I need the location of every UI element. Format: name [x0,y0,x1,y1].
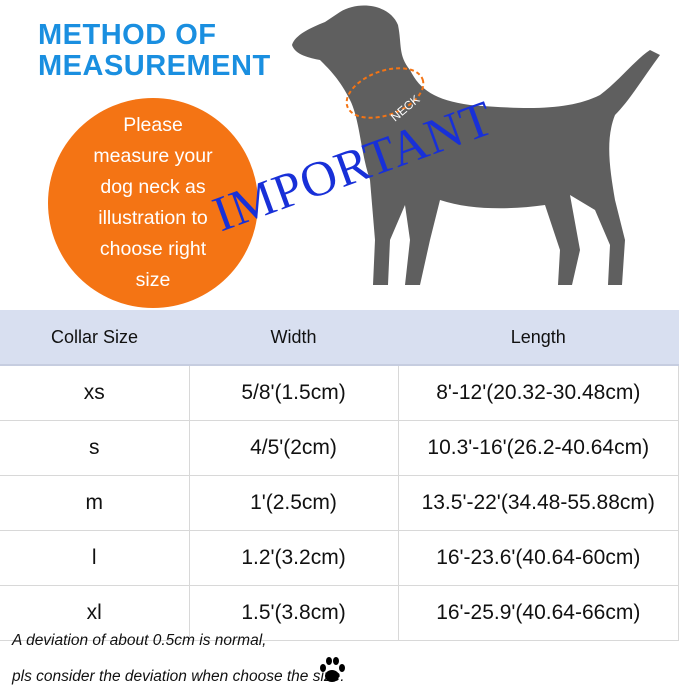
instruction-line: measure your [93,145,213,167]
size-table: Collar Size Width Length xs 5/8'(1.5cm) 8'… [0,310,679,641]
size-cell: l [0,530,190,586]
table-row: l 1.2'(3.2cm) 16'-23.6'(40.64-60cm) [0,530,679,586]
instruction-line: dog neck as [100,176,206,198]
neck-measure-loop [345,67,425,119]
width-cell: 4/5'(2cm) [188,420,399,476]
title-line2: MEASUREMENT [38,50,271,82]
instruction-line: choose right [99,238,207,260]
size-cell: m [0,475,190,531]
note-line1: A deviation of about 0.5cm is normal, [12,632,267,649]
header-length: Length [398,310,679,366]
dog-illustration: NECK [292,5,660,285]
width-cell: 1.5'(3.8cm) [188,585,399,641]
length-cell: 8'-12'(20.32-30.48cm) [397,364,679,421]
table-row: xs 5/8'(1.5cm) 8'-12'(20.32-30.48cm) [0,364,679,421]
table-row: xl 1.5'(3.8cm) 16'-25.9'(40.64-66cm) [0,585,679,641]
width-cell: 1'(2.5cm) [188,475,399,531]
paw-print-icon [320,657,345,682]
title-line1: METHOD OF [38,19,217,51]
table-row: m 1'(2.5cm) 13.5'-22'(34.48-55.88cm) [0,475,679,531]
width-cell: 5/8'(1.5cm) [188,364,399,421]
instruction-line: illustration to [98,207,208,229]
instruction-line: size [135,269,171,291]
header-width: Width [189,310,398,366]
instruction-line: Please [123,114,183,136]
size-cell: xs [0,364,190,421]
length-cell: 16'-23.6'(40.64-60cm) [397,530,679,586]
length-cell: 10.3'-16'(26.2-40.64cm) [397,420,679,476]
header-collar-size: Collar Size [0,310,189,366]
length-cell: 16'-25.9'(40.64-66cm) [397,585,679,641]
size-cell: s [0,420,190,476]
length-cell: 13.5'-22'(34.48-55.88cm) [397,475,679,531]
instruction-circle: Please measure your dog neck as illustra… [48,98,258,308]
table-row: s 4/5'(2cm) 10.3'-16'(26.2-40.64cm) [0,420,679,476]
dog-silhouette [292,5,660,285]
width-cell: 1.2'(3.2cm) [188,530,399,586]
note-line2: pls consider the deviation when choose t… [12,668,345,685]
table-header: Collar Size Width Length [0,310,679,366]
size-cell: xl [0,585,190,641]
